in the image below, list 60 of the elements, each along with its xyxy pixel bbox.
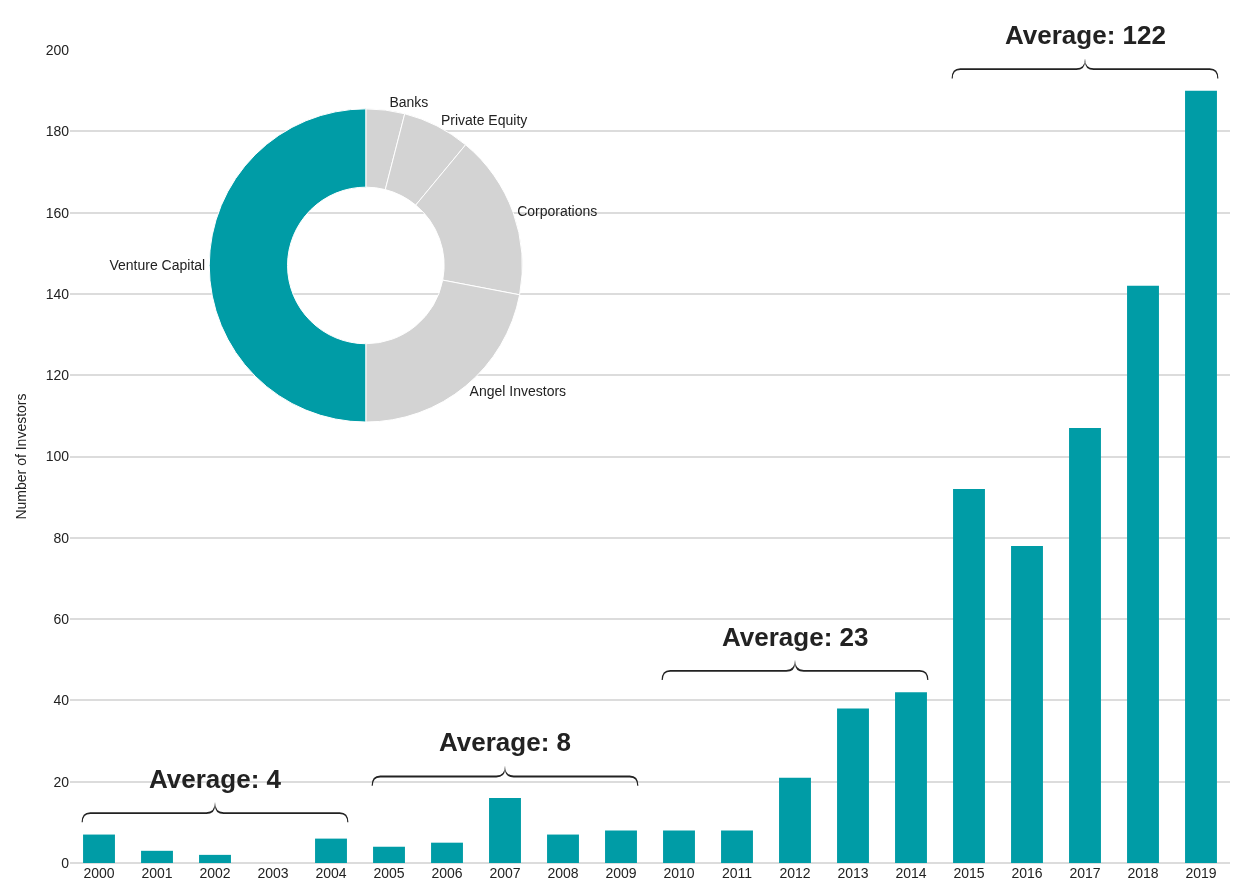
x-tick-label: 2012 <box>779 865 811 881</box>
bar <box>895 692 927 863</box>
x-tick-label: 2004 <box>315 865 347 881</box>
x-tick-label: 2003 <box>257 865 289 881</box>
slice-label: Venture Capital <box>109 257 206 274</box>
y-tick-label: 20 <box>53 773 70 790</box>
bar <box>1011 545 1043 863</box>
y-tick-label: 180 <box>45 123 70 140</box>
bar <box>547 834 579 863</box>
y-tick-label: 80 <box>53 529 70 546</box>
slice-label: Banks <box>389 94 429 111</box>
annotation: Average: 122 <box>1005 20 1166 50</box>
x-tick-label: 2005 <box>373 865 405 881</box>
bar <box>431 842 463 863</box>
x-tick-label: 2019 <box>1185 865 1217 881</box>
x-tick-label: 2010 <box>663 865 695 881</box>
y-tick-label: 140 <box>45 285 70 302</box>
bar <box>953 489 985 863</box>
annotation: Average: 23 <box>722 622 869 652</box>
y-tick-label: 100 <box>45 448 70 465</box>
x-tick-label: 2007 <box>489 865 521 881</box>
bar <box>199 854 231 863</box>
bar <box>605 830 637 863</box>
y-axis-title: Number of Investors <box>13 393 30 520</box>
annotation: Average: 4 <box>149 764 282 794</box>
y-tick-label: 0 <box>61 854 70 871</box>
bar <box>779 777 811 863</box>
y-tick-label: 40 <box>53 692 70 709</box>
y-tick-label: 120 <box>45 367 70 384</box>
slice-label: Private Equity <box>440 111 528 128</box>
bar <box>83 834 115 863</box>
bar <box>721 830 753 863</box>
bar <box>373 846 405 863</box>
bar <box>1185 90 1217 863</box>
bar <box>837 708 869 863</box>
slice-label: Angel Investors <box>469 382 567 399</box>
x-tick-label: 2008 <box>547 865 579 881</box>
slice-label: Corporations <box>517 203 598 220</box>
y-tick-label: 160 <box>45 204 70 221</box>
x-tick-label: 2006 <box>431 865 463 881</box>
bar <box>489 797 521 863</box>
bar <box>1069 428 1101 863</box>
bar <box>1127 285 1159 863</box>
x-tick-label: 2014 <box>895 865 927 881</box>
x-tick-label: 2009 <box>605 865 637 881</box>
x-tick-label: 2001 <box>141 865 173 881</box>
x-tick-label: 2018 <box>1127 865 1159 881</box>
y-tick-label: 60 <box>53 611 70 627</box>
x-tick-label: 2000 <box>83 865 115 881</box>
x-tick-label: 2015 <box>953 865 985 881</box>
y-tick-label: 200 <box>45 41 70 58</box>
x-tick-label: 2011 <box>721 865 753 881</box>
annotation: Average: 8 <box>439 727 571 757</box>
x-tick-label: 2017 <box>1069 865 1101 881</box>
bar <box>141 850 173 863</box>
x-tick-label: 2002 <box>199 865 231 881</box>
bar <box>663 830 695 863</box>
bar <box>315 838 347 863</box>
x-tick-label: 2013 <box>837 865 869 881</box>
x-tick-label: 2016 <box>1011 865 1043 881</box>
